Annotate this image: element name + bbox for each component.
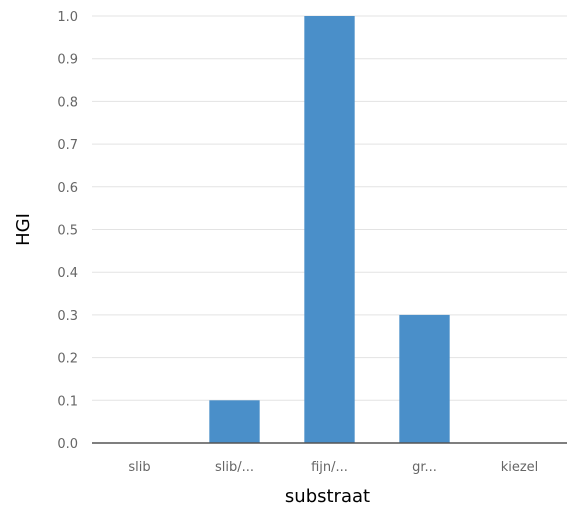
x-tick-label: slib (128, 460, 150, 475)
y-tick-label: 0.7 (57, 138, 78, 153)
x-tick-label: slib/... (215, 460, 254, 475)
y-tick-label: 0.4 (57, 266, 78, 281)
y-tick-label: 0.5 (57, 224, 78, 239)
y-tick-label: 0.8 (57, 95, 78, 110)
bar-4[interactable] (399, 314, 450, 443)
x-axis-ticks: slib slib/... fijn/... gr... kiezel (128, 460, 538, 475)
y-tick-label: 1.0 (57, 10, 78, 25)
y-tick-label: 0.6 (57, 181, 78, 196)
y-tick-label: 0.1 (57, 394, 78, 409)
y-axis-ticks: 0.0 0.1 0.2 0.3 0.4 0.5 0.6 0.7 0.8 0.9 1.0 (57, 10, 78, 452)
y-tick-label: 0.3 (57, 309, 78, 324)
y-tick-label: 0.2 (57, 352, 78, 367)
x-tick-label: kiezel (501, 460, 539, 475)
y-tick-label: 0.0 (57, 437, 78, 452)
y-axis-title: HGI (13, 213, 34, 246)
bars (209, 16, 450, 443)
x-axis-title: substraat (285, 486, 370, 507)
bar-2[interactable] (209, 400, 260, 443)
y-tick-label: 0.9 (57, 53, 78, 68)
x-tick-label: gr... (412, 460, 437, 475)
bar-3[interactable] (304, 16, 355, 443)
x-tick-label: fijn/... (311, 460, 348, 475)
